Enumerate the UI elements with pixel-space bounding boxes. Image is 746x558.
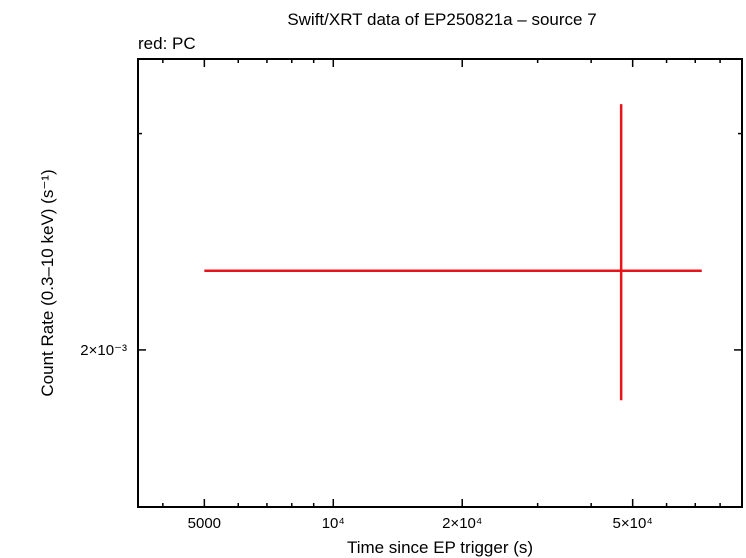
plot-frame: [137, 58, 743, 508]
chart-subtitle: red: PC: [138, 34, 196, 53]
x-tick-label: 10⁴: [322, 515, 345, 532]
data-marks: [204, 104, 702, 401]
chart-title: Swift/XRT data of EP250821a – source 7: [287, 10, 596, 29]
y-axis-label: Count Rate (0.3–10 keV) (s⁻¹): [38, 169, 57, 396]
x-tick-label: 2×10⁴: [442, 515, 482, 532]
axis-ticks: [138, 59, 742, 507]
x-axis-label: Time since EP trigger (s): [347, 538, 533, 557]
x-tick-label: 5000: [188, 515, 221, 532]
y-tick-label: 2×10⁻³: [80, 342, 127, 359]
x-tick-label: 5×10⁴: [613, 515, 653, 532]
axis-tick-labels: 5000 10⁴ 2×10⁴ 5×10⁴ 2×10⁻³: [80, 342, 652, 532]
